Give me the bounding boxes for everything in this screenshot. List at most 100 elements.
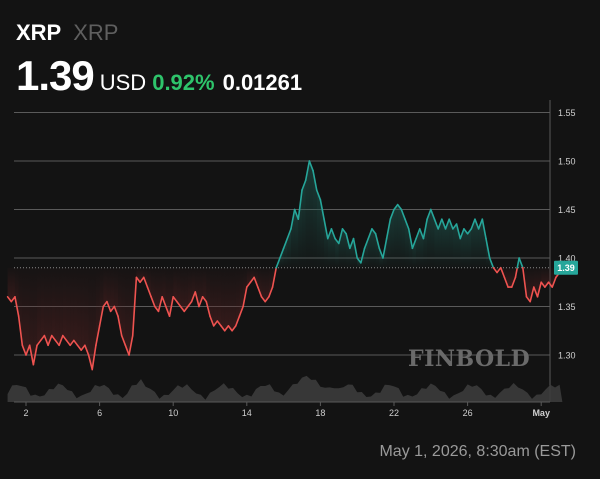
- price-fill: [66, 267, 71, 346]
- price-fill: [305, 161, 310, 268]
- price-line-segment: [371, 228, 377, 235]
- y-tick-label: 1.55: [558, 108, 576, 118]
- price-fill: [239, 267, 244, 317]
- price-fill: [511, 267, 516, 288]
- price-line-segment: [91, 344, 97, 371]
- price-line-segment: [360, 247, 366, 264]
- price-fill: [346, 233, 350, 268]
- price-fill: [202, 267, 207, 302]
- price-fill: [401, 209, 406, 268]
- price-fill: [62, 267, 67, 341]
- price-fill: [18, 267, 23, 346]
- y-tick-label: 1.40: [558, 254, 576, 264]
- price-line-segment: [466, 228, 473, 235]
- price-fill: [449, 219, 453, 268]
- price-line-segment: [135, 276, 141, 284]
- price-fill: [309, 161, 314, 268]
- price-fill: [379, 248, 383, 268]
- price-fill: [279, 248, 284, 268]
- x-tick-label: 26: [463, 408, 473, 418]
- y-tick-label: 1.45: [558, 205, 576, 215]
- price-fill: [338, 228, 343, 268]
- price-line-segment: [312, 169, 318, 191]
- price-line-segment: [17, 315, 24, 347]
- price-line-segment: [319, 199, 325, 220]
- price-fill: [445, 219, 450, 268]
- price-line-segment: [201, 295, 208, 303]
- price-line-segment: [304, 160, 311, 182]
- price-line-segment: [393, 203, 399, 211]
- price-line-segment: [183, 305, 189, 313]
- price-fill: [125, 267, 130, 355]
- price-fill: [416, 228, 420, 268]
- price-line-segment: [47, 334, 53, 347]
- price-line-segment: [179, 305, 186, 313]
- price-line-segment: [437, 218, 443, 230]
- price-fill: [48, 267, 52, 346]
- price-fill: [298, 190, 302, 268]
- price-line-segment: [172, 295, 178, 303]
- price-line-segment: [407, 228, 414, 250]
- price-line-segment: [459, 228, 465, 240]
- price-line-segment: [113, 305, 119, 318]
- price-fill: [184, 267, 188, 312]
- x-tick-label: 2: [23, 408, 28, 418]
- price-fill: [198, 267, 203, 307]
- price-fill: [268, 267, 273, 297]
- price-line-segment: [551, 276, 557, 288]
- price-line-segment: [157, 295, 163, 313]
- price-fill: [195, 267, 199, 307]
- price-fill: [434, 219, 439, 268]
- price-fill: [331, 228, 336, 268]
- price-fill: [143, 267, 148, 288]
- price-fill: [265, 267, 269, 302]
- price-line-segment: [142, 276, 149, 288]
- price-line-segment: [422, 218, 428, 240]
- price-fill: [169, 267, 174, 317]
- price-line-segment: [330, 228, 336, 240]
- price-line-segment: [389, 208, 395, 220]
- price-line-segment: [516, 257, 520, 269]
- price-fill: [224, 267, 229, 331]
- price-fill: [232, 267, 236, 331]
- price-line-segment: [547, 281, 554, 288]
- price-fill: [427, 209, 431, 268]
- price-fill: [390, 209, 394, 268]
- price-line-segment: [477, 218, 484, 230]
- price-fill: [394, 204, 398, 268]
- price-fill: [99, 267, 104, 326]
- price-fill: [456, 224, 461, 268]
- x-tick-label: 22: [389, 408, 399, 418]
- price-fill: [342, 228, 347, 268]
- price-fill: [37, 267, 41, 346]
- price-line-segment: [205, 300, 211, 318]
- price-line-segment: [352, 237, 359, 259]
- price-fill: [103, 267, 107, 307]
- price-line-segment: [429, 208, 436, 220]
- price-fill: [405, 219, 409, 268]
- price-line-segment: [374, 232, 381, 250]
- price-fill: [324, 219, 328, 268]
- price-fill: [26, 267, 30, 355]
- price-line-segment: [212, 320, 219, 327]
- price-fill: [375, 233, 380, 268]
- price-line-segment: [76, 344, 82, 351]
- price-line-segment: [301, 179, 307, 191]
- price-line-segment: [106, 300, 112, 313]
- price-fill: [408, 228, 413, 268]
- price-line-segment: [315, 189, 322, 201]
- price-fill: [73, 267, 78, 346]
- price-line-segment: [249, 276, 255, 284]
- price-line-segment: [415, 228, 421, 240]
- price-line-segment: [503, 276, 509, 288]
- price-line-segment: [128, 334, 134, 356]
- price-line-segment: [271, 266, 278, 288]
- price-line-segment: [58, 334, 64, 347]
- current-price: 1.39: [16, 52, 95, 99]
- price-line-segment: [349, 237, 355, 250]
- price-line-segment: [231, 325, 237, 332]
- price-fill: [51, 267, 56, 341]
- price-fill: [235, 267, 240, 326]
- price-line-segment: [521, 266, 528, 298]
